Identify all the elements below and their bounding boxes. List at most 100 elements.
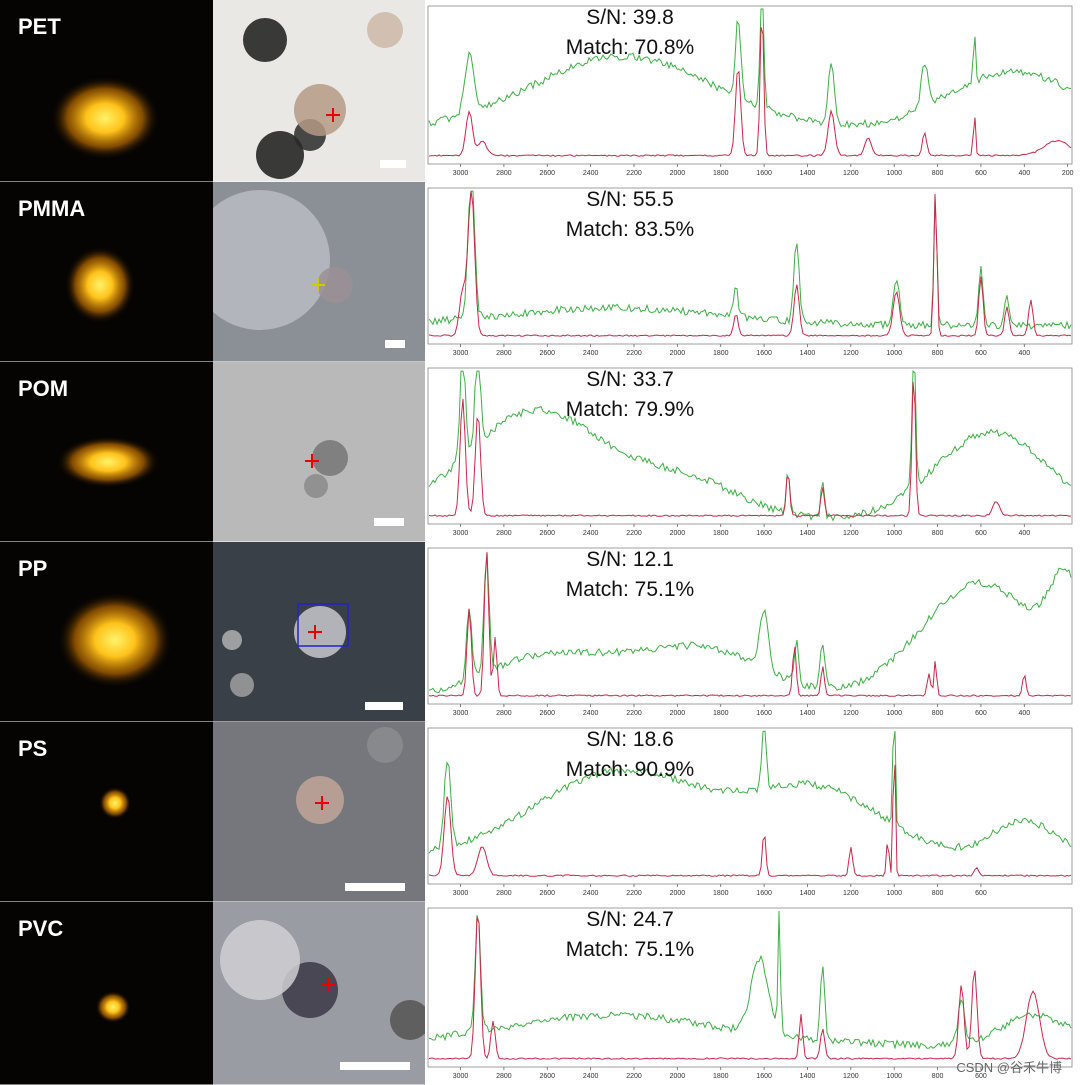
watermark: CSDN @谷禾牛博 — [956, 1060, 1062, 1075]
spectrum-frame — [427, 187, 1073, 345]
x-tick-label: 1800 — [713, 170, 729, 177]
x-tick-label: 1400 — [800, 350, 816, 357]
selection-box — [297, 603, 349, 647]
polymer-label: PP — [18, 556, 47, 581]
x-tick-label: 1400 — [800, 1073, 816, 1080]
microscope-content — [222, 603, 403, 710]
reference-spectrum — [428, 27, 1072, 157]
scale-bar — [385, 340, 405, 348]
x-tick-label: 3000 — [453, 350, 469, 357]
reference-spectrum — [428, 917, 1072, 1060]
particle — [296, 776, 344, 824]
x-tick-label: 2000 — [670, 530, 686, 537]
x-tick-label: 2600 — [539, 350, 555, 357]
x-tick-label: 2200 — [626, 170, 642, 177]
microscope-content — [213, 190, 405, 348]
scale-bar — [340, 1062, 410, 1070]
signal-to-noise: S/N: 55.5 — [586, 188, 674, 211]
target-cross — [308, 625, 322, 639]
x-tick-label: 600 — [975, 530, 987, 537]
signal-to-noise: S/N: 24.7 — [586, 908, 674, 931]
microscope-content — [220, 920, 425, 1070]
x-tick-label: 2400 — [583, 350, 599, 357]
x-tick-label: 1800 — [713, 530, 729, 537]
x-tick-label: 1400 — [800, 710, 816, 717]
target-cross — [321, 977, 335, 991]
x-tick-label: 2800 — [496, 1073, 512, 1080]
x-tick-label: 800 — [932, 710, 944, 717]
x-tick-label: 1600 — [756, 1073, 772, 1080]
x-tick-label: 1200 — [843, 710, 859, 717]
x-tick-label: 2600 — [539, 170, 555, 177]
spectrum-frame — [427, 367, 1073, 525]
target-cross — [326, 108, 340, 122]
particle — [222, 630, 242, 650]
signal-to-noise: S/N: 39.8 — [586, 6, 674, 29]
scale-bar — [365, 702, 403, 710]
x-tick-label: 1400 — [800, 890, 816, 897]
particle — [230, 673, 254, 697]
x-tick-label: 400 — [1018, 710, 1030, 717]
x-tick-label: 600 — [975, 1073, 987, 1080]
measured-spectrum — [428, 8, 1072, 129]
match-score: Match: 70.8% — [566, 36, 694, 59]
particle-glow — [56, 436, 160, 488]
x-tick-label: 400 — [1018, 350, 1030, 357]
x-tick-label: 2800 — [496, 890, 512, 897]
reference-spectrum — [428, 552, 1072, 697]
x-tick-label: 2800 — [496, 530, 512, 537]
x-tick-label: 600 — [975, 170, 987, 177]
x-tick-label: 800 — [932, 350, 944, 357]
x-tick-label: 1600 — [756, 350, 772, 357]
x-tick-label: 2400 — [583, 530, 599, 537]
x-tick-label: 2200 — [626, 890, 642, 897]
x-tick-label: 1600 — [756, 530, 772, 537]
match-score: Match: 75.1% — [566, 578, 694, 601]
signal-to-noise: S/N: 18.6 — [586, 728, 674, 751]
x-tick-label: 1400 — [800, 530, 816, 537]
particle — [312, 440, 348, 476]
match-score: Match: 90.9% — [566, 758, 694, 781]
match-score: Match: 79.9% — [566, 398, 694, 421]
target-cross — [311, 278, 325, 292]
x-tick-label: 1000 — [886, 1073, 902, 1080]
x-tick-label: 2800 — [496, 350, 512, 357]
particle — [367, 12, 403, 48]
polymer-label: PMMA — [18, 196, 85, 221]
polymer-label: POM — [18, 376, 68, 401]
match-score: Match: 83.5% — [566, 218, 694, 241]
spectrum-frame — [427, 547, 1073, 705]
measured-spectrum — [428, 730, 1072, 854]
x-tick-label: 1000 — [886, 890, 902, 897]
particle-glow — [64, 246, 136, 324]
microscope-content — [296, 727, 405, 891]
x-tick-label: 2600 — [539, 710, 555, 717]
particle — [317, 267, 353, 303]
x-tick-label: 1000 — [886, 530, 902, 537]
x-tick-label: 2400 — [583, 710, 599, 717]
x-tick-label: 1000 — [886, 350, 902, 357]
measured-spectrum — [428, 552, 1072, 694]
measured-spectrum — [428, 370, 1072, 522]
spectrum-frame — [427, 727, 1073, 885]
x-tick-label: 2600 — [539, 890, 555, 897]
x-tick-label: 1200 — [843, 890, 859, 897]
particle-glow — [57, 592, 173, 688]
x-tick-label: 1000 — [886, 170, 902, 177]
particle — [256, 131, 304, 179]
x-tick-label: 3000 — [453, 890, 469, 897]
microscope-content — [304, 440, 404, 526]
x-tick-label: 800 — [932, 530, 944, 537]
particle — [367, 727, 403, 763]
x-tick-label: 2000 — [670, 710, 686, 717]
x-tick-label: 2000 — [670, 890, 686, 897]
particle-glow — [50, 76, 160, 160]
x-tick-label: 200 — [1062, 170, 1074, 177]
scale-bar — [374, 518, 404, 526]
x-tick-label: 2200 — [626, 530, 642, 537]
scale-bar — [380, 160, 406, 168]
x-tick-label: 1800 — [713, 1073, 729, 1080]
x-tick-label: 3000 — [453, 170, 469, 177]
x-tick-label: 2400 — [583, 170, 599, 177]
x-tick-label: 2000 — [670, 350, 686, 357]
